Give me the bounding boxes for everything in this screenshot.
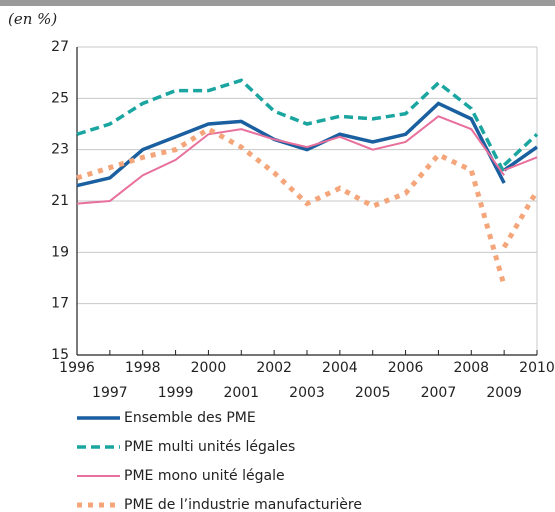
x-tick-label: 1996 bbox=[59, 360, 95, 376]
x-tick-label: 2005 bbox=[355, 385, 391, 401]
x-tick-label: 2003 bbox=[289, 385, 325, 401]
x-tick-label: 2008 bbox=[453, 360, 489, 376]
x-tick-label: 2002 bbox=[256, 360, 292, 376]
x-tick-label: 2000 bbox=[191, 360, 227, 376]
x-tick-label: 2010 bbox=[519, 360, 555, 376]
x-tick-label: 2001 bbox=[223, 385, 259, 401]
series-line bbox=[76, 126, 540, 287]
y-tick-label: 19 bbox=[51, 244, 69, 260]
series-line bbox=[76, 78, 539, 174]
x-tick-label: 2009 bbox=[486, 385, 522, 401]
legend-label: PME mono unité légale bbox=[124, 468, 285, 484]
legend-label: Ensemble des PME bbox=[124, 410, 256, 426]
top-band bbox=[0, 0, 555, 6]
y-tick-label: 27 bbox=[51, 39, 69, 55]
y-tick-label: 17 bbox=[51, 296, 69, 312]
x-tick-label: 1998 bbox=[125, 360, 161, 376]
x-tick-label: 2004 bbox=[322, 360, 358, 376]
y-tick-label: 21 bbox=[51, 193, 69, 209]
series-line bbox=[76, 101, 539, 188]
x-tick-label: 2007 bbox=[421, 385, 457, 401]
legend-label: PME de l’industrie manufacturière bbox=[124, 497, 362, 512]
y-tick-label: 15 bbox=[51, 347, 69, 363]
x-tick-label: 1997 bbox=[92, 385, 128, 401]
series-line bbox=[76, 115, 538, 205]
y-tick-label: 23 bbox=[51, 142, 69, 158]
y-tick-label: 25 bbox=[51, 90, 69, 106]
legend-label: PME multi unités légales bbox=[124, 439, 295, 455]
unit-label: (en %) bbox=[8, 10, 57, 28]
x-tick-label: 1999 bbox=[158, 385, 194, 401]
x-tick-label: 2006 bbox=[388, 360, 424, 376]
